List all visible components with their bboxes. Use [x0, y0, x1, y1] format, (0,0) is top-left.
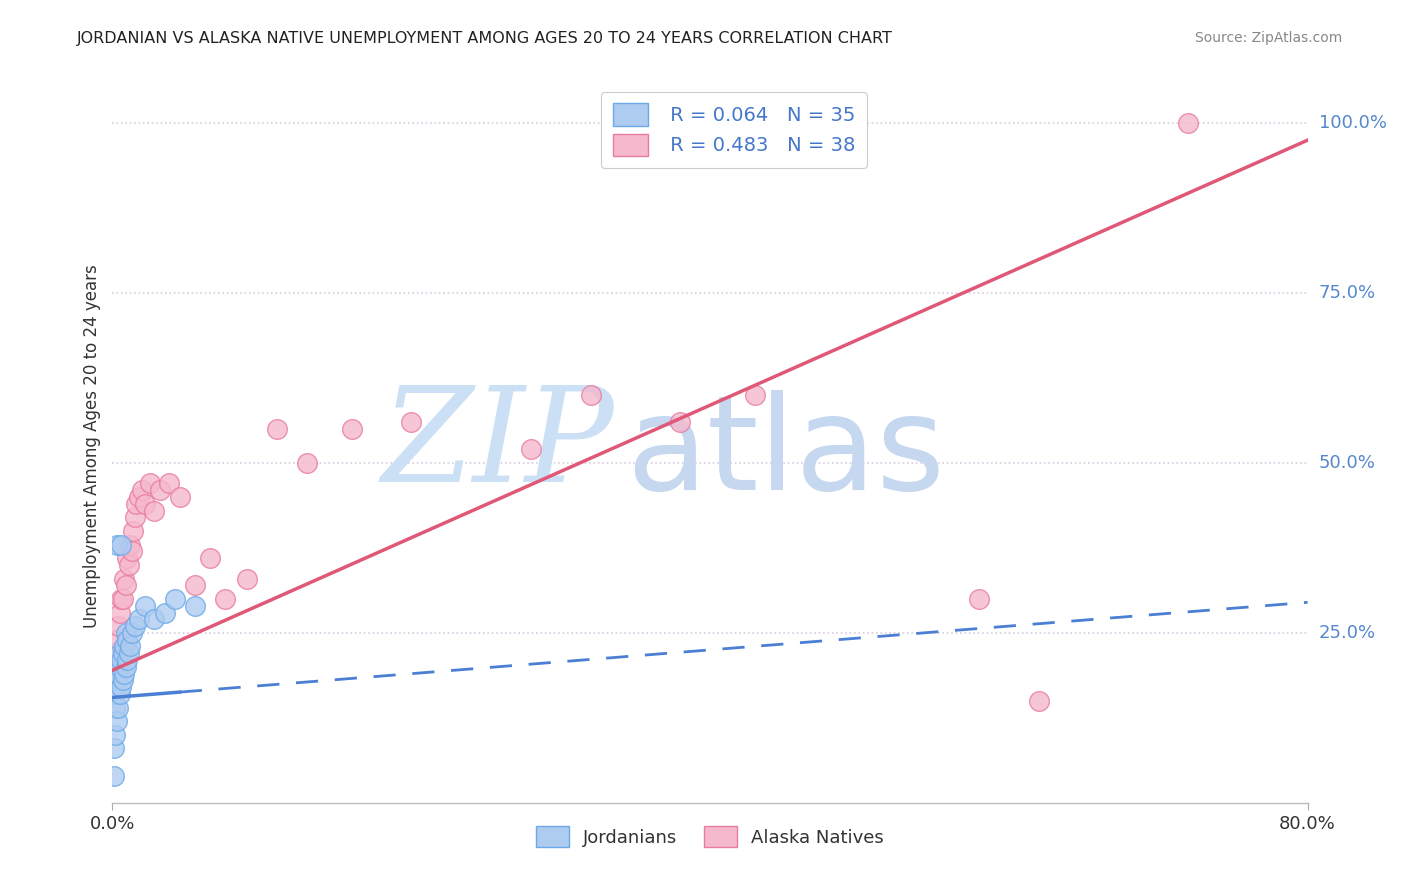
- Point: [165, 591, 187, 606]
- Point: [105, 673, 128, 688]
- Point: [103, 741, 125, 756]
- Point: [266, 422, 288, 436]
- Point: [134, 497, 156, 511]
- Text: 25.0%: 25.0%: [1319, 624, 1376, 642]
- Point: [108, 687, 131, 701]
- Point: [120, 537, 142, 551]
- Point: [110, 591, 132, 606]
- Point: [131, 483, 153, 498]
- Point: [520, 442, 543, 457]
- Point: [214, 591, 236, 606]
- Point: [108, 646, 131, 660]
- Point: [105, 537, 128, 551]
- Y-axis label: Unemployment Among Ages 20 to 24 years: Unemployment Among Ages 20 to 24 years: [83, 264, 101, 628]
- Point: [122, 524, 145, 538]
- Point: [115, 578, 138, 592]
- Point: [153, 606, 176, 620]
- Point: [967, 591, 990, 606]
- Point: [340, 422, 363, 436]
- Text: 50.0%: 50.0%: [1319, 454, 1375, 472]
- Point: [744, 388, 766, 402]
- Point: [128, 612, 150, 626]
- Point: [1177, 116, 1199, 130]
- Point: [107, 700, 129, 714]
- Point: [401, 415, 423, 429]
- Point: [110, 537, 132, 551]
- Text: JORDANIAN VS ALASKA NATIVE UNEMPLOYMENT AMONG AGES 20 TO 24 YEARS CORRELATION CH: JORDANIAN VS ALASKA NATIVE UNEMPLOYMENT …: [77, 31, 893, 46]
- Point: [104, 687, 127, 701]
- Point: [121, 626, 143, 640]
- Point: [198, 551, 221, 566]
- Point: [115, 626, 138, 640]
- Point: [236, 572, 259, 586]
- Point: [104, 646, 127, 660]
- Point: [669, 415, 692, 429]
- Point: [114, 666, 135, 681]
- Point: [157, 476, 180, 491]
- Point: [107, 666, 129, 681]
- Text: Source: ZipAtlas.com: Source: ZipAtlas.com: [1195, 31, 1343, 45]
- Point: [118, 558, 141, 572]
- Point: [295, 456, 318, 470]
- Point: [120, 640, 142, 654]
- Text: atlas: atlas: [627, 390, 945, 516]
- Text: 100.0%: 100.0%: [1319, 114, 1386, 132]
- Point: [117, 653, 139, 667]
- Point: [111, 673, 134, 688]
- Point: [143, 503, 166, 517]
- Point: [104, 700, 127, 714]
- Point: [118, 646, 141, 660]
- Point: [110, 680, 132, 694]
- Point: [149, 483, 172, 498]
- Point: [114, 572, 135, 586]
- Point: [169, 490, 191, 504]
- Point: [125, 497, 148, 511]
- Point: [143, 612, 166, 626]
- Point: [103, 769, 125, 783]
- Point: [183, 578, 205, 592]
- Point: [111, 591, 134, 606]
- Point: [121, 544, 143, 558]
- Point: [114, 640, 135, 654]
- Point: [124, 510, 146, 524]
- Point: [183, 599, 205, 613]
- Point: [117, 632, 139, 647]
- Point: [105, 632, 128, 647]
- Point: [128, 490, 150, 504]
- Point: [115, 660, 138, 674]
- Text: 75.0%: 75.0%: [1319, 284, 1376, 302]
- Point: [111, 646, 134, 660]
- Point: [1028, 694, 1050, 708]
- Point: [108, 660, 131, 674]
- Point: [117, 551, 139, 566]
- Point: [104, 728, 127, 742]
- Point: [105, 660, 128, 674]
- Point: [124, 619, 146, 633]
- Point: [579, 388, 602, 402]
- Point: [107, 619, 129, 633]
- Legend: Jordanians, Alaska Natives: Jordanians, Alaska Natives: [529, 819, 891, 855]
- Point: [139, 476, 162, 491]
- Point: [134, 599, 156, 613]
- Point: [105, 714, 128, 729]
- Point: [108, 606, 131, 620]
- Point: [110, 653, 132, 667]
- Text: ZIP: ZIP: [381, 382, 614, 510]
